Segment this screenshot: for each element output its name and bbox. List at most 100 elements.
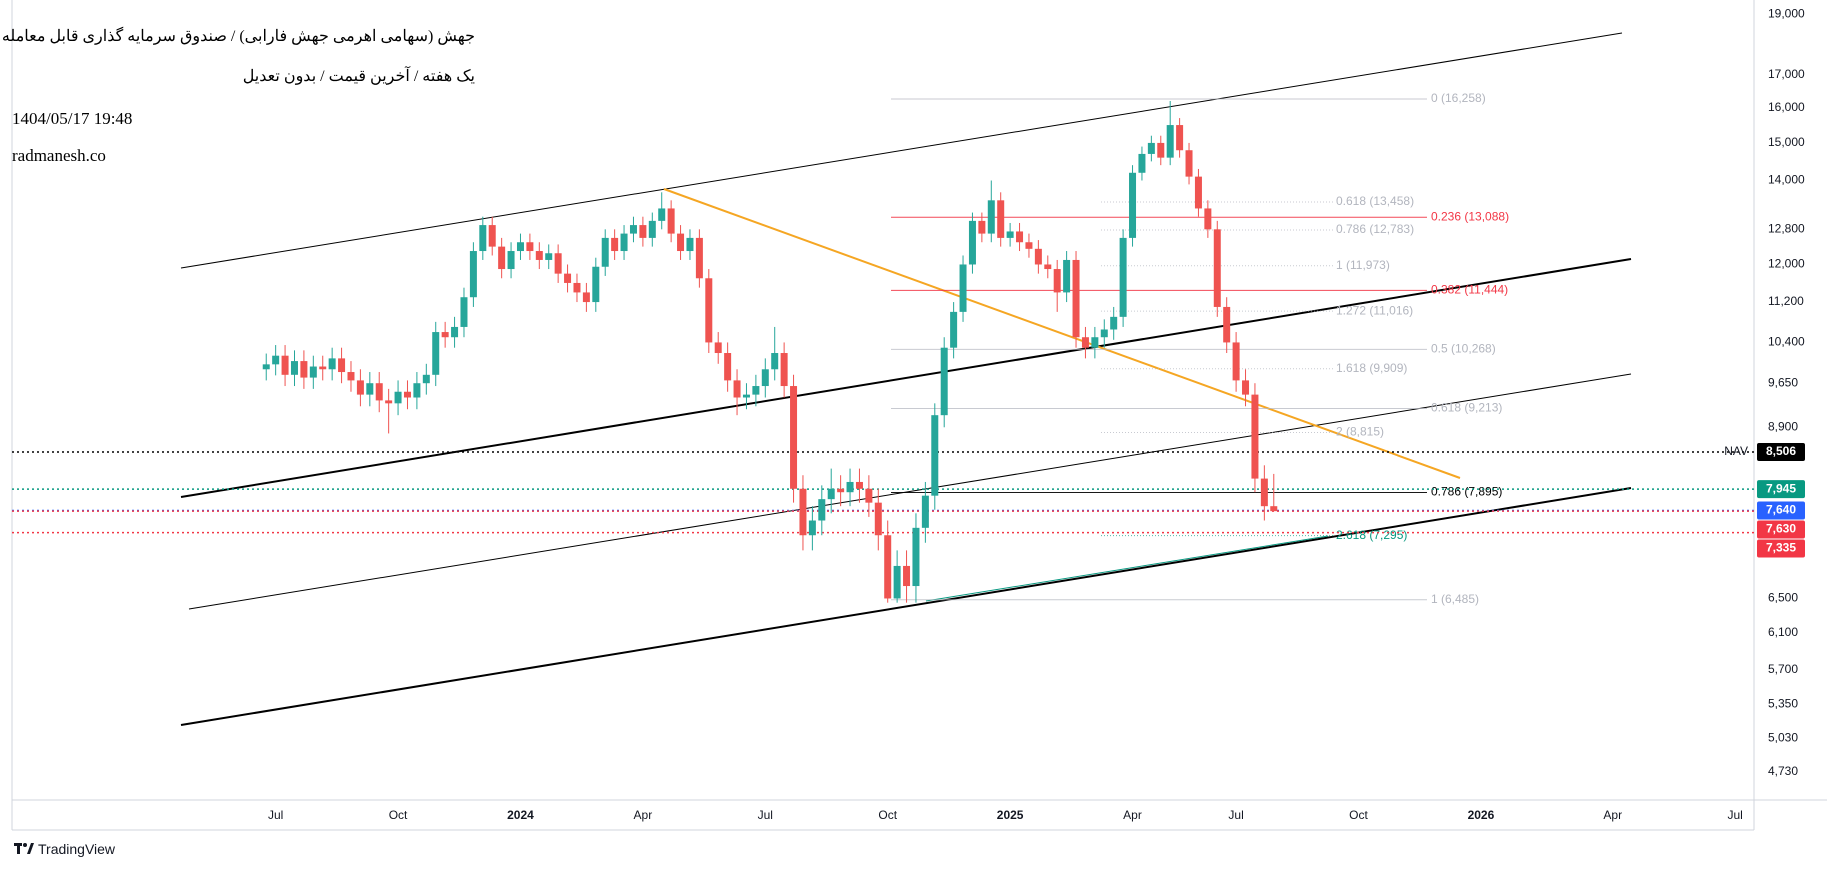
- candle-body: [1223, 306, 1231, 343]
- y-tick-label: 10,400: [1768, 335, 1805, 349]
- candle-body: [1166, 125, 1174, 158]
- candle-body: [573, 282, 581, 293]
- candle-body: [488, 225, 496, 247]
- candle-body: [1204, 208, 1212, 230]
- candle-body: [1270, 506, 1278, 512]
- candle-body: [545, 253, 553, 260]
- fib-label: 0.786 (12,783): [1336, 222, 1414, 236]
- fib-label: 1.618 (9,909): [1336, 361, 1407, 375]
- candle-body: [441, 332, 449, 338]
- fib-label: 2.618 (7,295): [1336, 528, 1407, 542]
- candle-body: [1044, 264, 1052, 270]
- y-tick-label: 19,000: [1768, 6, 1805, 20]
- price-label-box: [1757, 480, 1805, 499]
- channel-line: [180, 487, 1632, 726]
- candle-body: [451, 326, 459, 338]
- price-label-box: [1757, 539, 1805, 558]
- candle-body: [281, 355, 289, 375]
- candle-body: [629, 225, 637, 234]
- channel-line: [180, 32, 1623, 269]
- candle-body: [978, 220, 986, 234]
- candle-body: [648, 220, 656, 238]
- candle-body: [262, 364, 270, 370]
- price-label: 7,640: [1766, 503, 1796, 517]
- y-tick-label: 17,000: [1768, 67, 1805, 81]
- candle-body: [347, 372, 355, 381]
- trend-line: [663, 188, 1461, 479]
- title: جهش (سهامی اهرمی جهش فارابی) / صندوق سرم…: [1, 28, 475, 45]
- candle-body: [507, 251, 515, 270]
- x-tick-label: Jul: [268, 808, 283, 822]
- candle-body: [1025, 242, 1033, 249]
- candle-body: [752, 386, 760, 395]
- x-tick-label: Apr: [1603, 808, 1622, 822]
- candle-body: [1260, 478, 1268, 507]
- candle-body: [1110, 316, 1118, 330]
- price-line-name: NAV: [1724, 444, 1748, 458]
- candle-body: [394, 391, 402, 404]
- candle-body: [912, 527, 920, 587]
- candle-body: [705, 278, 713, 343]
- y-tick-label: 6,500: [1768, 591, 1798, 605]
- candle-body: [846, 481, 854, 493]
- price-label-box: [1757, 520, 1805, 539]
- candle-body: [1251, 394, 1259, 479]
- candle-body: [1213, 229, 1221, 307]
- candle-body: [328, 358, 336, 370]
- y-tick-label: 15,000: [1768, 135, 1805, 149]
- candle-body: [601, 237, 609, 267]
- x-tick-label: Oct: [389, 808, 408, 822]
- candle-body: [968, 220, 976, 265]
- candle-body: [460, 297, 468, 327]
- candle-body: [319, 366, 327, 370]
- candle-body: [733, 380, 741, 398]
- price-label-box: [1757, 501, 1805, 520]
- x-tick-label: Apr: [1123, 808, 1142, 822]
- brand-text: TradingView: [38, 841, 116, 857]
- x-tick-label: Jul: [1228, 808, 1243, 822]
- candle-body: [1232, 342, 1240, 381]
- candle-body: [1119, 237, 1127, 317]
- candle-body: [582, 292, 590, 303]
- y-tick-label: 12,800: [1768, 221, 1805, 235]
- fib-label: 2 (8,815): [1336, 425, 1384, 439]
- candle-body: [959, 264, 967, 312]
- y-tick-label: 16,000: [1768, 100, 1805, 114]
- candle-body: [1006, 231, 1014, 238]
- candle-body: [771, 353, 779, 370]
- candle-body: [686, 237, 694, 252]
- x-tick-label: Jul: [758, 808, 773, 822]
- fib-label: 0.5 (10,268): [1431, 342, 1496, 356]
- candle-body: [375, 383, 383, 401]
- candle-body: [422, 374, 430, 384]
- candle-body: [1176, 125, 1184, 151]
- candle-body: [535, 251, 543, 260]
- candle-body: [554, 253, 562, 274]
- fib-label: 0.236 (13,088): [1431, 209, 1509, 223]
- y-tick-label: 11,200: [1768, 294, 1804, 308]
- channel-line: [188, 373, 1632, 610]
- price-label-box: [1757, 442, 1805, 461]
- y-tick-label: 9,650: [1768, 375, 1798, 389]
- subtitle: یک هفته / آخرین قیمت / بدون تعدیل: [242, 68, 475, 85]
- x-tick-label: Oct: [878, 808, 897, 822]
- y-tick-label: 8,900: [1768, 419, 1798, 433]
- candle-body: [695, 237, 703, 279]
- y-tick-label: 5,350: [1768, 697, 1798, 711]
- candle-body: [432, 332, 440, 375]
- candle-body: [874, 502, 882, 536]
- candle-body: [1081, 337, 1089, 348]
- candle-body: [931, 415, 939, 496]
- candle-body: [780, 353, 788, 387]
- y-tick-label: 6,100: [1768, 625, 1798, 639]
- candle-body: [1034, 248, 1042, 265]
- price-label: 7,630: [1766, 522, 1796, 536]
- candle-body: [1016, 231, 1024, 243]
- brand-logo: [14, 843, 34, 854]
- candle-body: [639, 225, 647, 238]
- candle-body: [1194, 176, 1202, 209]
- fib-label: 0.382 (11,444): [1431, 282, 1508, 296]
- projection-line: [925, 535, 1329, 602]
- candle-body: [1129, 172, 1137, 238]
